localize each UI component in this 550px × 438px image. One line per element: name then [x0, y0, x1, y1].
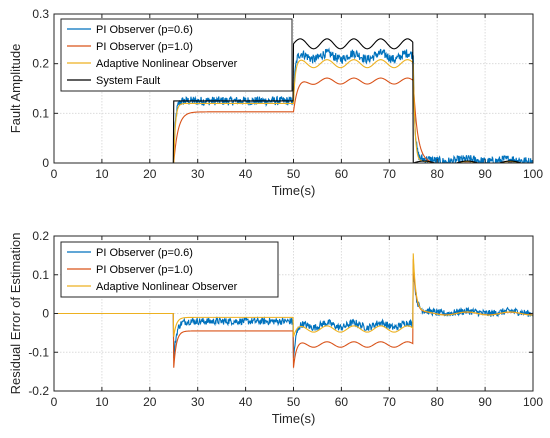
top-chart-panel: 0 10 20 30 40 50 60 70 80 90 100 0 0.1 0.2 0.3 Time(s) F…: [8, 7, 543, 198]
series-line-system-fault: [54, 38, 524, 163]
x-tick-label: 40: [239, 167, 253, 181]
x-tick-label: 20: [143, 167, 157, 181]
x-tick-label: 10: [95, 395, 109, 409]
x-tick-label: 50: [287, 167, 301, 181]
legend: PI Observer (p=0.6) PI Observer (p=1.0) Ad…: [60, 18, 293, 92]
y-tick-label: -0.2: [28, 384, 49, 398]
series-line-adaptive-nonlinear-observer: [54, 253, 533, 337]
x-tick-label: 70: [383, 395, 397, 409]
y-tick-label: 0: [42, 307, 49, 321]
x-tick-label: 60: [335, 167, 349, 181]
x-tick-label: 90: [478, 167, 492, 181]
x-tick-label: 70: [383, 167, 397, 181]
series-group: [54, 38, 533, 163]
legend-entry: PI Observer (p=1.0): [96, 41, 193, 53]
legend-entry: PI Observer (p=1.0): [96, 264, 193, 276]
x-tick-label: 80: [431, 395, 445, 409]
legend-entry: Adaptive Nonlinear Observer: [96, 281, 238, 293]
x-axis-title: Time(s): [272, 183, 316, 198]
y-tick-label: 0.2: [32, 57, 49, 71]
x-tick-label: 30: [191, 395, 205, 409]
x-tick-label: 50: [287, 395, 301, 409]
legend-entry: PI Observer (p=0.6): [96, 247, 193, 259]
x-tick-label: 90: [478, 395, 492, 409]
x-tick-label: 20: [143, 395, 157, 409]
series-group: [54, 253, 533, 368]
legend-entry: PI Observer (p=0.6): [96, 24, 193, 36]
legend-entry: Adaptive Nonlinear Observer: [96, 58, 238, 70]
y-tick-label: 0: [42, 156, 49, 170]
y-axis-title: Fault Amplitude: [8, 44, 23, 134]
x-axis-title: Time(s): [272, 411, 316, 426]
x-tick-label: 0: [51, 167, 58, 181]
x-tick-label: 30: [191, 167, 205, 181]
x-tick-label: 80: [431, 167, 445, 181]
x-tick-label: 60: [335, 395, 349, 409]
series-line-adaptive-nonlinear-observer: [54, 59, 524, 163]
legend-box: [60, 241, 279, 298]
y-tick-label: -0.1: [28, 345, 49, 359]
legend-entry: System Fault: [96, 75, 160, 87]
bottom-chart-panel: 0 10 20 30 40 50 60 70 80 90 100 -0.2 -0.1 0 0.1 0.2 Tim…: [8, 229, 543, 426]
x-tick-label: 0: [51, 395, 58, 409]
y-tick-label: 0.1: [32, 106, 49, 120]
series-line-pi-observer-p-1-0-: [54, 77, 519, 163]
y-tick-label: 0.2: [32, 229, 49, 243]
legend-box: [60, 18, 293, 92]
x-tick-label: 100: [523, 395, 543, 409]
x-tick-label: 100: [523, 167, 543, 181]
y-tick-label: 0.3: [32, 7, 49, 21]
x-tick-label: 40: [239, 395, 253, 409]
x-tick-label: 10: [95, 167, 109, 181]
y-tick-label: 0.1: [32, 268, 49, 282]
legend: PI Observer (p=0.6) PI Observer (p=1.0) Ad…: [60, 241, 279, 298]
y-axis-title: Residual Error of Estimation: [8, 233, 23, 395]
